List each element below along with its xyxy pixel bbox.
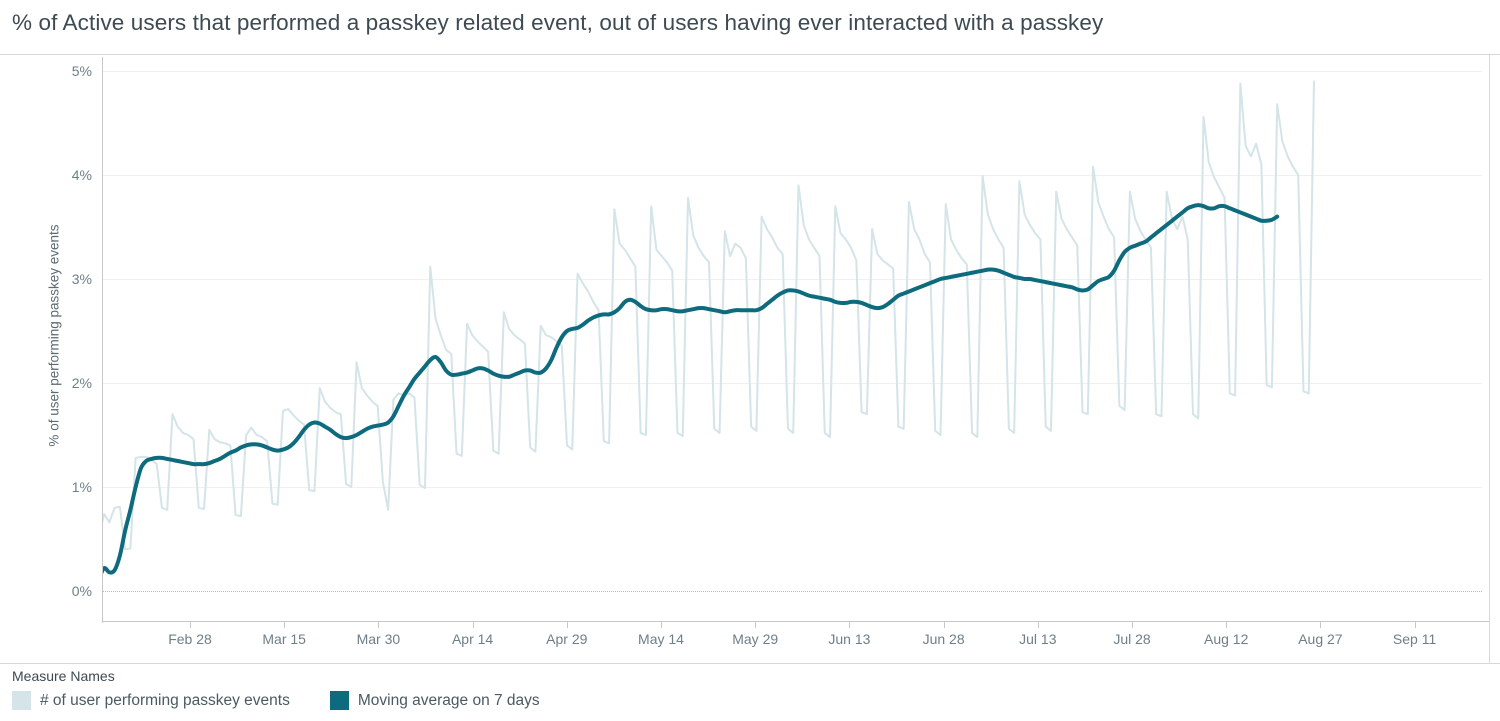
x-tick-label: May 29 — [732, 631, 779, 647]
legend: Measure Names # of user performing passk… — [12, 668, 540, 710]
x-tick-mark — [1226, 621, 1228, 628]
x-tick-mark — [378, 621, 380, 628]
x-tick-label: Apr 14 — [451, 631, 494, 647]
x-tick-label: Sep 11 — [1392, 631, 1437, 647]
moving-average-line — [103, 205, 1277, 591]
gridline — [103, 175, 1482, 176]
x-tick-mark — [472, 621, 474, 628]
x-tick-label: Feb 28 — [168, 631, 212, 647]
x-tick-mark — [1320, 621, 1322, 628]
x-tick-label: Mar 15 — [262, 631, 306, 647]
x-tick-mark — [943, 621, 945, 628]
y-axis-line — [102, 57, 103, 623]
x-tick-mark — [190, 621, 191, 628]
y-tick-label: 5% — [71, 63, 92, 79]
legend-item-label: # of user performing passkey events — [40, 691, 290, 709]
legend-title: Measure Names — [12, 668, 115, 684]
x-tick-mark — [661, 621, 662, 628]
x-tick-label: Aug 12 — [1204, 631, 1249, 647]
x-tick-label: Apr 29 — [546, 631, 588, 647]
gridline — [103, 71, 1482, 72]
y-axis-title: % of user performing passkey events — [46, 224, 62, 447]
series-lines — [103, 55, 1482, 625]
x-tick-mark — [1414, 621, 1416, 628]
page-title: % of Active users that performed a passk… — [12, 10, 1104, 35]
y-axis-ticks: % of user performing passkey events 0% 1%… — [22, 55, 93, 625]
x-tick-mark — [1132, 621, 1133, 628]
y-tick-label: 4% — [71, 167, 92, 183]
y-tick-label: 1% — [71, 479, 92, 495]
x-tick-mark — [1037, 621, 1039, 628]
legend-swatch-icon — [12, 691, 31, 710]
x-tick-label: Jul 13 — [1019, 631, 1057, 647]
legend-divider — [0, 663, 1500, 664]
y-tick-label: 3% — [71, 271, 92, 287]
legend-item[interactable]: Moving average on 7 days — [329, 691, 540, 710]
gridline — [103, 487, 1482, 488]
zero-baseline — [103, 591, 1482, 592]
y-tick-label: 2% — [71, 375, 92, 391]
y-tick-label: 0% — [71, 583, 92, 599]
right-panel-divider — [1489, 54, 1490, 664]
x-tick-label: Jul 28 — [1113, 631, 1151, 647]
legend-item[interactable]: # of user performing passkey events — [12, 691, 290, 710]
x-tick-label: Aug 27 — [1298, 631, 1343, 647]
x-tick-mark — [849, 621, 851, 628]
raw-events-line — [103, 81, 1314, 591]
x-tick-label: Mar 30 — [356, 631, 401, 647]
legend-items: # of user performing passkey events Movin… — [12, 691, 540, 710]
x-tick-label: May 14 — [638, 631, 684, 647]
title-divider — [0, 54, 1500, 55]
x-axis-line — [103, 621, 1489, 622]
x-tick-label: Jun 13 — [828, 631, 871, 647]
legend-item-label: Moving average on 7 days — [357, 691, 540, 709]
x-tick-mark — [566, 621, 568, 628]
x-tick-label: Jun 28 — [922, 631, 965, 647]
x-tick-mark — [284, 621, 286, 628]
gridline — [103, 279, 1482, 280]
plot-wrapper: % of user performing passkey events 0% 1%… — [0, 55, 1500, 647]
x-tick-mark — [755, 621, 757, 628]
plot-area — [103, 55, 1482, 625]
gridline — [103, 383, 1482, 384]
legend-swatch-icon — [329, 691, 349, 710]
